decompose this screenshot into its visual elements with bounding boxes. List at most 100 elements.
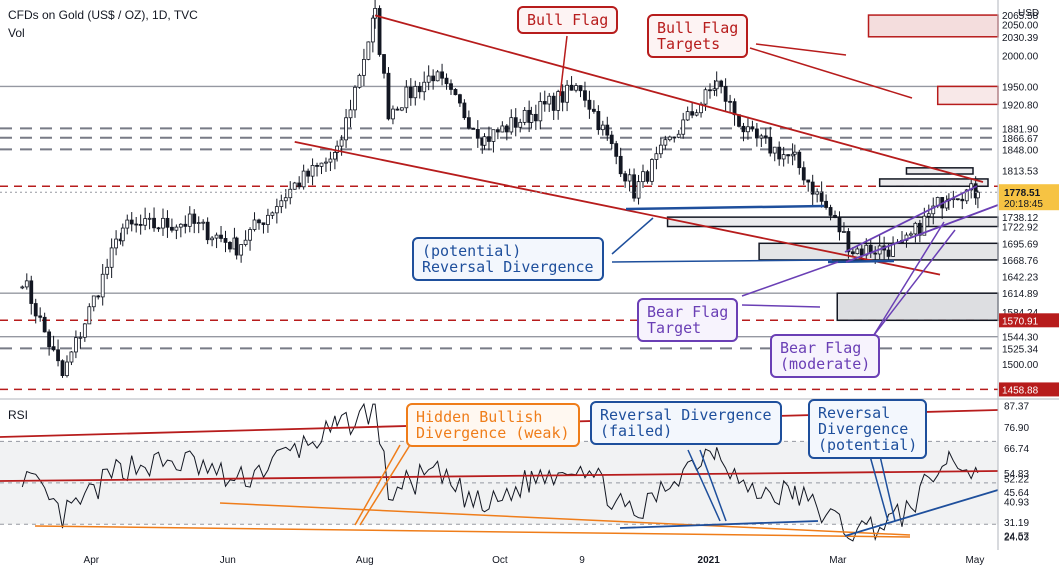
price-tick-label: 2030.39 <box>1002 33 1039 44</box>
candle-body <box>243 239 248 245</box>
candle-body <box>623 173 628 182</box>
candle-body <box>56 349 60 362</box>
candle-body <box>453 89 458 96</box>
candle-body <box>627 174 632 182</box>
rsi-hidden-bullish-pointer-1 <box>354 444 401 526</box>
time-tick-label: Apr <box>84 555 100 566</box>
time-axis[interactable]: Apr Jun Aug Oct 9 2021 Mar May <box>84 555 985 566</box>
candle-body <box>569 84 574 91</box>
rsi-label: RSI <box>8 408 29 422</box>
price-pane[interactable] <box>0 0 999 398</box>
candle-body <box>824 200 828 208</box>
candle-body <box>426 75 431 83</box>
candle-body <box>759 135 764 139</box>
candle-body <box>24 280 29 288</box>
chart-title: CFDs on Gold (US$ / OZ), 1D, TVC <box>8 8 198 22</box>
candle-body <box>114 238 118 249</box>
candle-body <box>344 117 348 141</box>
divergence-pointer-1 <box>611 217 654 255</box>
candle-body <box>134 223 139 226</box>
price-tick-label: 1866.67 <box>1002 134 1039 145</box>
time-tick-label: Oct <box>492 555 508 566</box>
candle-body <box>565 84 569 103</box>
candle-body <box>47 331 52 348</box>
candle-body <box>297 182 302 188</box>
candle-body <box>786 154 791 157</box>
rsi-mid-trendline <box>0 470 999 482</box>
price-tick-label: 1570.91 <box>1002 316 1039 327</box>
candle-body <box>663 139 668 146</box>
candle-body <box>319 162 324 167</box>
price-tick-label: 1458.88 <box>1002 385 1039 396</box>
candle-body <box>74 337 78 353</box>
time-tick-label: Mar <box>829 555 847 566</box>
candle-body <box>694 112 699 116</box>
candle-body <box>728 100 732 103</box>
price-tick-label: 1525.34 <box>1002 344 1039 355</box>
candle-body <box>828 207 833 216</box>
current-price-tag <box>999 184 1059 211</box>
current-price-label: 1778.51 <box>1004 188 1041 199</box>
candle-body <box>632 174 636 199</box>
candle-body <box>288 188 293 199</box>
candle-body <box>763 135 768 138</box>
candle-body <box>458 94 462 104</box>
candle-body <box>252 219 257 230</box>
candle-body <box>741 125 746 133</box>
candle-body <box>471 127 476 130</box>
candle-body <box>248 229 252 241</box>
candle-body <box>806 179 811 183</box>
candle-body <box>33 303 38 317</box>
candle-body <box>842 231 846 233</box>
candle-body <box>737 114 741 127</box>
candle-body <box>348 109 353 119</box>
hidden-bullish-divergence-annotation: Hidden Bullish Divergence (weak) <box>406 403 580 447</box>
candle-body <box>538 101 543 122</box>
candle-body <box>223 238 228 243</box>
candle-body <box>723 86 728 102</box>
candle-body <box>192 213 197 224</box>
currency-label: USD <box>1018 8 1040 19</box>
candle-body <box>583 90 587 101</box>
candle-body <box>518 121 523 128</box>
bear-flag-moderate-annotation: Bear Flag (moderate) <box>770 334 881 378</box>
price-tick-label: 1642.23 <box>1002 272 1039 283</box>
candle-body <box>395 108 400 111</box>
candle-body <box>533 113 538 122</box>
time-tick-label: 2021 <box>698 555 721 566</box>
price-tick-label: 1813.53 <box>1002 167 1039 178</box>
rsi-tick-label: 24.57 <box>1004 532 1029 543</box>
candle-body <box>310 165 315 177</box>
candle-body <box>386 72 391 120</box>
candle-body <box>210 237 215 241</box>
candle-body <box>466 117 471 129</box>
candle-body <box>60 360 65 377</box>
candle-body <box>754 128 759 139</box>
candle-body <box>672 136 677 139</box>
candle-body <box>547 95 552 105</box>
candle-body <box>373 8 377 19</box>
candle-body <box>475 129 480 139</box>
candle-body <box>91 295 96 308</box>
rsi-failed-pointer-1 <box>687 449 721 522</box>
candle-body <box>560 91 565 103</box>
rsi-tick-label: 45.64 <box>1004 488 1029 499</box>
candle-body <box>357 74 362 88</box>
candle-body <box>690 111 695 116</box>
candle-body <box>196 222 201 224</box>
price-tick-label: 2065.58 <box>1002 11 1039 22</box>
candle-body <box>542 101 547 105</box>
candle-body <box>904 234 909 241</box>
rsi-tick-label: 40.93 <box>1004 498 1029 509</box>
candle-body <box>574 85 578 91</box>
price-tick-label: 1668.76 <box>1002 256 1039 267</box>
candle-body <box>435 71 440 82</box>
price-tick-label: 1738.12 <box>1002 213 1039 224</box>
bull-flag-target-zone-lower <box>936 85 999 106</box>
candle-body <box>38 315 43 318</box>
candle-body <box>391 108 395 120</box>
candle-body <box>926 213 931 217</box>
candle-body <box>292 182 297 190</box>
